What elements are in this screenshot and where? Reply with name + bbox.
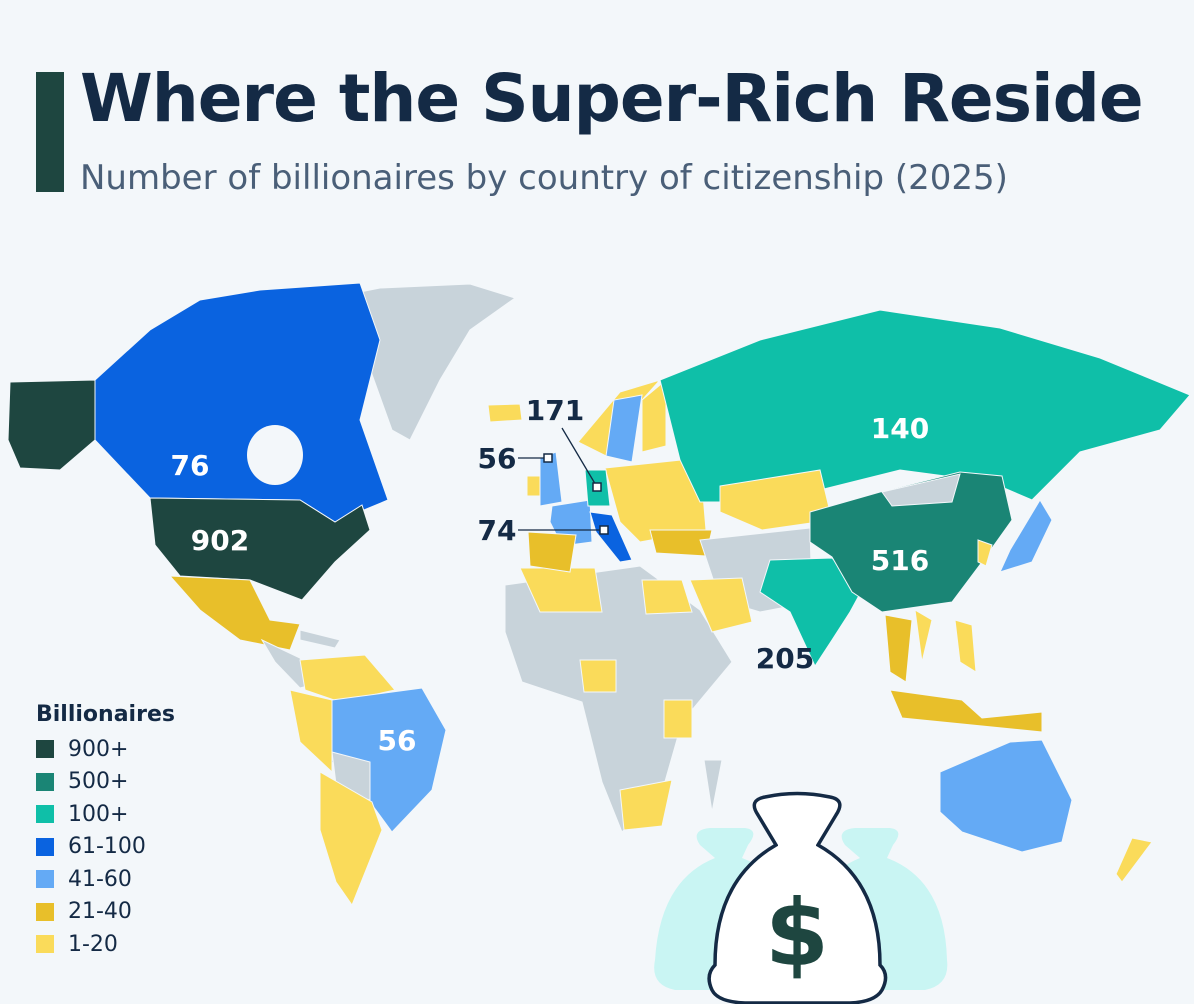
country-japan <box>999 499 1053 573</box>
legend-item: 21-40 <box>36 896 175 929</box>
country-iceland <box>487 403 523 423</box>
country-egypt <box>641 579 693 615</box>
country-mexico <box>168 575 301 651</box>
country-south-africa <box>619 779 673 831</box>
legend-label: 500+ <box>68 769 129 795</box>
leader-marker <box>599 525 609 535</box>
country-vietnam <box>914 609 933 663</box>
country-finland <box>641 378 667 453</box>
value-label: 205 <box>756 642 814 675</box>
page-title: Where the Super-Rich Reside <box>80 60 1144 137</box>
dollar-sign: $ <box>765 880 829 987</box>
legend-item: 900+ <box>36 733 175 766</box>
country-russia <box>659 309 1191 503</box>
legend-item: 41-60 <box>36 863 175 896</box>
value-label: 902 <box>191 524 249 557</box>
country-indonesia <box>889 689 1043 733</box>
country-nigeria <box>579 659 617 693</box>
country-australia <box>939 739 1073 853</box>
value-label: 56 <box>378 724 417 757</box>
country-sweden <box>605 394 643 463</box>
country-usa <box>149 497 371 601</box>
country-spain <box>527 531 577 573</box>
legend-swatch <box>36 740 54 759</box>
legend-swatch <box>36 772 54 791</box>
title-accent-bar <box>36 72 64 192</box>
country-canada <box>94 282 389 523</box>
country-tanzania <box>663 699 693 739</box>
legend-item: 1-20 <box>36 928 175 961</box>
country-kazakhstan <box>719 469 833 531</box>
page-subtitle: Number of billionaires by country of cit… <box>80 158 1008 198</box>
country-philippines <box>954 619 977 673</box>
value-label: 76 <box>171 449 210 482</box>
value-label: 171 <box>526 394 584 427</box>
legend-label: 1-20 <box>68 931 118 957</box>
leader-line <box>561 427 598 488</box>
legend-label: 100+ <box>68 801 129 827</box>
country-caribbean <box>299 629 341 649</box>
country-southern-cone <box>319 771 383 907</box>
legend: Billionaires 900+ 500+ 100+ 61-100 41-60 21-4… <box>36 702 175 961</box>
money-bag-icon: $ <box>654 791 948 1004</box>
value-label: 140 <box>871 412 929 445</box>
legend-item: 100+ <box>36 798 175 831</box>
value-label: 56 <box>478 442 517 475</box>
legend-label: 61-100 <box>68 834 146 860</box>
country-italy <box>589 511 633 563</box>
country-peru <box>289 689 333 774</box>
legend-label: 21-40 <box>68 899 132 925</box>
country-china <box>809 471 1013 613</box>
legend-swatch <box>36 837 54 856</box>
value-label: 516 <box>871 544 929 577</box>
legend-swatch <box>36 870 54 889</box>
legend-item: 61-100 <box>36 831 175 864</box>
hudson-bay <box>247 425 303 485</box>
country-thailand <box>884 614 913 683</box>
value-label: 74 <box>478 514 517 547</box>
legend-swatch <box>36 805 54 824</box>
leader-marker <box>592 482 602 492</box>
legend-swatch <box>36 902 54 921</box>
legend-swatch <box>36 935 54 954</box>
country-ireland <box>526 475 541 497</box>
legend-label: 900+ <box>68 736 129 762</box>
country-new-zealand <box>1115 837 1153 883</box>
country-mongolia <box>881 473 961 507</box>
country-alaska <box>7 379 96 471</box>
leader-marker <box>543 453 553 463</box>
country-saudi <box>689 577 753 633</box>
legend-label: 41-60 <box>68 866 132 892</box>
legend-title: Billionaires <box>36 702 175 727</box>
country-korea <box>977 539 993 567</box>
legend-item: 500+ <box>36 766 175 799</box>
country-madagascar <box>703 759 723 813</box>
